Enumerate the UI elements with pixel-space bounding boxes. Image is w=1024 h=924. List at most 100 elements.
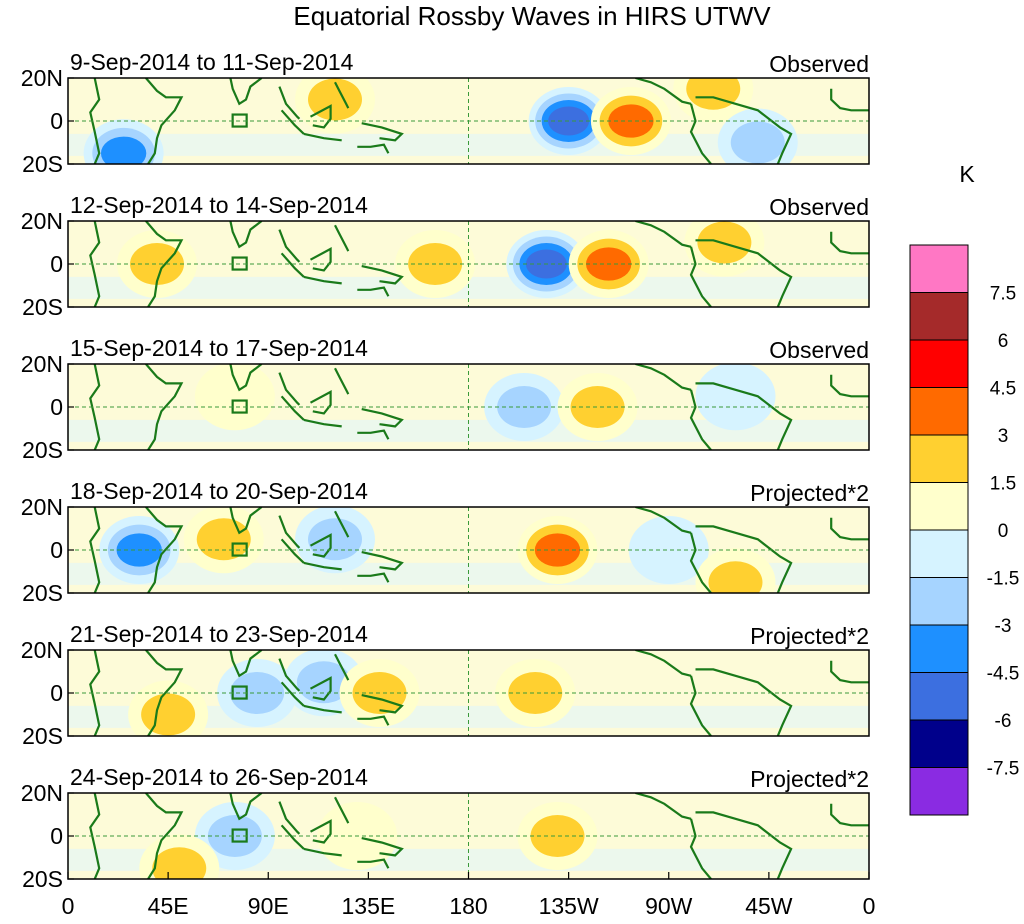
coastline-6 — [303, 847, 342, 857]
panel-5: 20N 0 20S 21-Sep-2014 to 23-Sep-2014 Project… — [21, 621, 870, 749]
anomaly-3-contour-2 — [130, 243, 184, 285]
coastline-9 — [361, 551, 404, 571]
colorbar-swatch — [909, 672, 969, 721]
panel-kind-label: Projected*2 — [750, 480, 869, 506]
coastline-5 — [280, 681, 305, 707]
y-tick-label: 20S — [22, 723, 63, 749]
panel-date-label: 9-Sep-2014 to 11-Sep-2014 — [70, 49, 354, 75]
panel-2: 20N 0 20S 12-Sep-2014 to 14-Sep-2014 Observe… — [21, 192, 870, 320]
coastline-4 — [278, 229, 301, 263]
panel-3: 20N 0 20S 15-Sep-2014 to 17-Sep-2014 Observe… — [21, 335, 870, 463]
x-tick-label: 45E — [148, 893, 189, 919]
anomaly-4-contour-2 — [196, 518, 251, 561]
coastline-6 — [303, 132, 342, 142]
y-tick-label: 0 — [50, 680, 63, 706]
coastline-6 — [303, 561, 342, 571]
coastline-10 — [357, 286, 390, 297]
y-tick-label: 20S — [22, 580, 63, 606]
colorbar-swatch — [909, 434, 969, 483]
coastline-14 — [830, 374, 869, 398]
coastline-2 — [145, 221, 184, 307]
colorbar-label: 3 — [998, 426, 1009, 447]
coastline-4 — [278, 515, 301, 549]
coastline-11 — [635, 793, 692, 820]
coastline-14 — [830, 803, 869, 827]
x-tick-label: 135E — [342, 893, 396, 919]
y-tick-label: 0 — [50, 108, 63, 134]
x-tick-label: 135W — [539, 893, 599, 919]
panel-date-label: 18-Sep-2014 to 20-Sep-2014 — [70, 478, 368, 504]
anomaly-4-contour-2 — [141, 693, 196, 736]
coastline-4 — [278, 658, 301, 692]
y-tick-label: 20N — [21, 351, 63, 377]
coastline-1 — [89, 221, 101, 307]
anomaly-1-contour-3 — [534, 533, 581, 567]
panels: 20N 0 20S 9-Sep-2014 to 11-Sep-2014 Observed… — [21, 49, 870, 892]
chart-title: Equatorial Rossby Waves in HIRS UTWV — [293, 1, 771, 31]
coastline-11 — [635, 221, 692, 248]
anomaly-2-contour-2 — [570, 386, 625, 428]
coastline-14 — [830, 231, 869, 255]
anomaly-2-contour-2 — [530, 815, 585, 857]
coastline-1 — [89, 78, 101, 164]
coastline-9 — [361, 265, 404, 285]
panel-date-label: 24-Sep-2014 to 26-Sep-2014 — [70, 764, 368, 790]
coastline-11 — [635, 507, 692, 534]
coastline-2 — [145, 507, 184, 593]
coastline-10 — [357, 858, 390, 869]
x-tick-label: 180 — [449, 893, 487, 919]
colorbar-label: -6 — [995, 711, 1012, 732]
coastline-3 — [229, 221, 263, 249]
coastline-8 — [334, 367, 350, 395]
coastline-6 — [303, 418, 342, 428]
anomaly-3-contour-2 — [152, 847, 207, 879]
colorbar-swatch — [909, 482, 969, 531]
y-tick-label: 0 — [50, 823, 63, 849]
coastline-12 — [689, 389, 712, 450]
panel-date-label: 21-Sep-2014 to 23-Sep-2014 — [70, 621, 368, 647]
panel-6: 20N 0 20S 24-Sep-2014 to 26-Sep-2014 Project… — [21, 764, 870, 892]
coastline-5 — [280, 395, 305, 421]
y-tick-label: 0 — [50, 251, 63, 277]
x-tick-label: 90W — [645, 893, 693, 919]
y-tick-label: 20N — [21, 494, 63, 520]
coastline-2 — [145, 650, 184, 736]
coastline-11 — [635, 364, 692, 391]
colorbar-units: K — [959, 161, 975, 187]
x-tick-label: 45W — [745, 893, 793, 919]
coastline-13 — [695, 382, 793, 450]
panel-date-label: 15-Sep-2014 to 17-Sep-2014 — [70, 335, 368, 361]
panel-date-label: 12-Sep-2014 to 14-Sep-2014 — [70, 192, 368, 218]
colorbar-label: -4.5 — [987, 664, 1020, 685]
coastline-9 — [361, 122, 404, 142]
anomaly-4-contour-1 — [695, 364, 776, 431]
coastline-9 — [361, 837, 404, 857]
y-tick-label: 20S — [22, 151, 63, 177]
panel-kind-label: Projected*2 — [750, 766, 869, 792]
y-tick-label: 20S — [22, 866, 63, 892]
colorbar-swatch — [909, 529, 969, 578]
colorbar-swatch — [909, 577, 969, 626]
coastline-7 — [309, 533, 332, 558]
panel-kind-label: Projected*2 — [750, 623, 869, 649]
y-tick-label: 20S — [22, 437, 63, 463]
colorbar-label: 1.5 — [990, 474, 1016, 495]
panel-kind-label: Observed — [769, 51, 869, 77]
coastline-2 — [145, 78, 184, 164]
x-tick-label: 0 — [62, 893, 75, 919]
colorbar-label: -7.5 — [987, 759, 1020, 780]
coastline-14 — [830, 660, 869, 684]
colorbar-swatch — [909, 767, 969, 816]
anomaly-5-contour-3 — [100, 136, 147, 164]
x-axis: 0 45E 90E 135E 180 135W 90W 45W 0 — [62, 872, 875, 919]
coastline-12 — [689, 532, 712, 593]
coastline-8 — [334, 796, 350, 824]
coastline-3 — [229, 364, 263, 392]
coastline-13 — [695, 96, 793, 164]
coastline-8 — [334, 81, 350, 109]
coastline-8 — [334, 510, 350, 538]
y-tick-label: 0 — [50, 537, 63, 563]
colorbar-label: 0 — [998, 521, 1009, 542]
colorbar-swatch — [909, 292, 969, 341]
coastline-10 — [357, 572, 390, 583]
